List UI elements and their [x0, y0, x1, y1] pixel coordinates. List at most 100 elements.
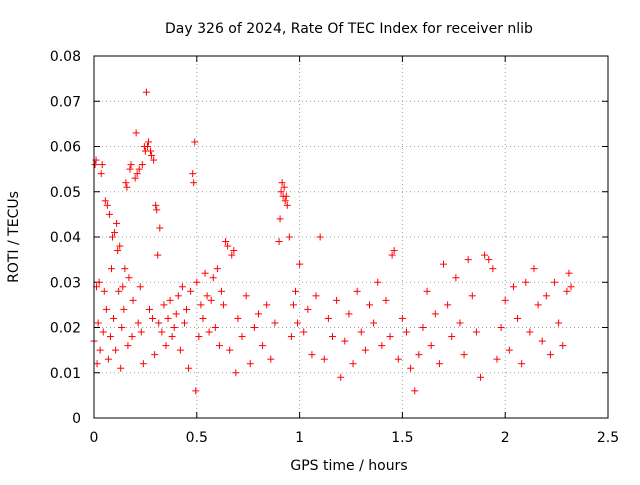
data-point — [493, 355, 501, 363]
data-point — [398, 314, 406, 322]
data-point — [555, 319, 563, 327]
plot-frame — [93, 55, 609, 419]
data-point — [275, 238, 283, 246]
data-point — [170, 324, 178, 331]
data-point — [382, 296, 390, 304]
data-point — [361, 346, 369, 354]
data-point — [394, 355, 402, 363]
data-point — [139, 360, 147, 368]
data-point — [193, 278, 201, 286]
data-point — [431, 310, 439, 318]
x-tick-label: 1.5 — [391, 430, 413, 446]
data-point — [121, 265, 129, 273]
data-point — [271, 319, 279, 327]
data-point — [514, 314, 522, 322]
chart-title: Day 326 of 2024, Rate Of TEC Index for r… — [165, 21, 533, 37]
data-point — [283, 201, 291, 209]
data-point — [109, 233, 117, 241]
data-point — [203, 292, 211, 300]
x-tick-labels: 0 0.5 1 1.5 2 2.5 — [90, 430, 620, 446]
data-point — [158, 328, 166, 336]
data-point — [349, 360, 357, 368]
y-tick-label: 0.01 — [50, 366, 81, 382]
data-point — [115, 287, 123, 295]
data-point — [149, 314, 157, 322]
data-point — [353, 287, 361, 295]
data-point — [153, 206, 161, 214]
data-point — [378, 342, 386, 350]
data-point — [542, 292, 550, 300]
data-point — [146, 305, 154, 313]
data-point — [95, 278, 103, 286]
data-point — [137, 328, 145, 336]
data-point — [156, 224, 164, 232]
data-point — [435, 360, 443, 368]
data-point — [374, 278, 382, 286]
data-point — [102, 305, 110, 313]
data-point — [304, 305, 312, 313]
data-point — [197, 301, 205, 309]
data-point — [213, 265, 221, 273]
data-point — [124, 342, 132, 350]
data-point — [294, 319, 302, 327]
data-point — [201, 269, 209, 277]
data-point — [151, 351, 159, 359]
data-point — [282, 192, 290, 200]
data-point — [518, 360, 526, 368]
data-point — [328, 333, 336, 341]
data-point — [217, 287, 225, 295]
data-point — [178, 283, 186, 291]
data-point — [263, 301, 271, 309]
data-point — [209, 274, 217, 282]
data-point — [123, 183, 131, 191]
data-point — [333, 296, 341, 304]
x-axis-label: GPS time / hours — [290, 458, 407, 474]
x-tick-label: 0 — [90, 430, 99, 446]
data-point — [234, 314, 242, 322]
data-point — [551, 278, 559, 286]
data-point — [316, 233, 324, 241]
data-point — [254, 310, 262, 318]
data-point — [135, 165, 143, 173]
data-point — [481, 251, 489, 259]
data-point — [222, 238, 230, 246]
data-point — [281, 197, 289, 205]
data-point — [456, 319, 464, 327]
grid — [94, 56, 608, 418]
data-point — [250, 324, 258, 331]
data-point — [468, 292, 476, 300]
data-point — [94, 319, 102, 327]
data-point — [308, 351, 316, 359]
data-point — [280, 183, 288, 191]
data-points — [90, 88, 575, 395]
data-point — [143, 143, 151, 150]
y-tick-label: 0.08 — [50, 49, 81, 65]
data-point — [559, 342, 567, 350]
data-point — [296, 260, 304, 268]
data-point — [114, 247, 122, 255]
data-point — [207, 296, 215, 304]
data-point — [128, 333, 136, 341]
data-point — [312, 292, 320, 300]
data-point — [100, 287, 108, 295]
y-tick-labels: 0 0.01 0.02 0.03 0.04 0.05 0.06 0.07 0.08 — [50, 49, 81, 427]
data-point — [337, 373, 345, 381]
data-point — [154, 251, 162, 259]
data-point — [160, 301, 168, 309]
data-point — [287, 333, 295, 341]
data-point — [415, 351, 423, 359]
data-point — [220, 301, 228, 309]
data-point — [131, 174, 139, 182]
data-point — [505, 346, 513, 354]
data-point — [477, 373, 485, 381]
data-point — [411, 387, 419, 395]
data-point — [370, 319, 378, 327]
data-point — [452, 274, 460, 282]
data-point — [448, 333, 456, 341]
data-point — [162, 342, 170, 350]
data-point — [472, 328, 480, 336]
data-point — [142, 88, 150, 96]
data-point — [526, 328, 534, 336]
